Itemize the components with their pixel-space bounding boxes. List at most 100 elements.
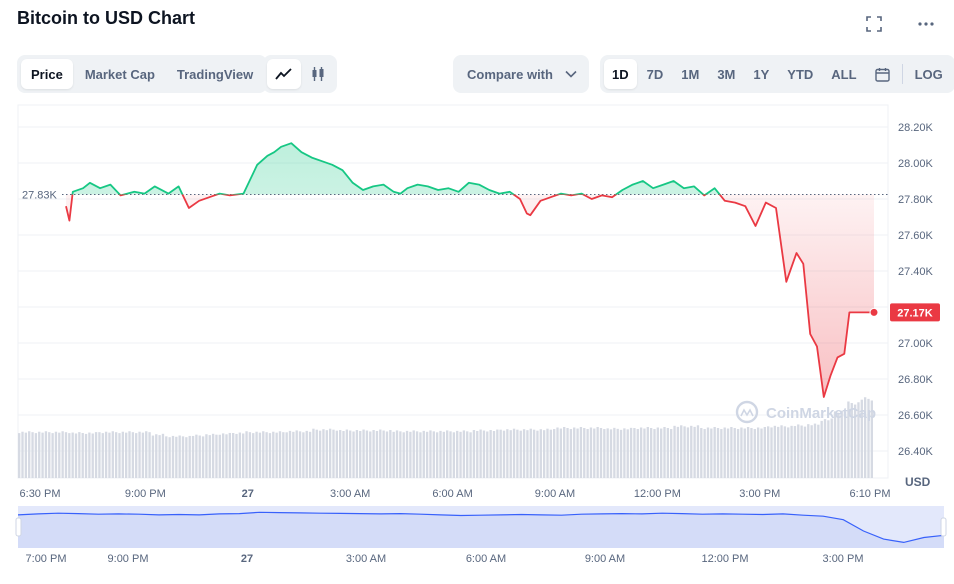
volume-bar: [369, 431, 372, 478]
volume-bar: [619, 429, 623, 478]
volume-bar: [101, 433, 104, 478]
volume-bar: [586, 429, 589, 478]
navigator-right-handle[interactable]: [940, 517, 947, 537]
candlestick-button[interactable]: [303, 59, 333, 89]
volume-bar: [770, 427, 773, 478]
range-1m-button[interactable]: 1M: [681, 66, 700, 82]
range-all-button[interactable]: ALL: [831, 66, 857, 82]
volume-bar: [700, 428, 703, 478]
compare-with-dropdown[interactable]: Compare with: [453, 55, 589, 93]
current-price-dot[interactable]: [869, 307, 879, 317]
view-price-button[interactable]: Price: [21, 59, 73, 89]
volume-bar: [736, 429, 740, 478]
volume-bar: [810, 425, 813, 478]
view-market-cap-button[interactable]: Market Cap: [84, 66, 155, 82]
volume-bar: [252, 433, 255, 478]
time-navigator[interactable]: 7:00 PM 9:00 PM 27 3:00 AM 6:00 AM 9:00 AM 12:…: [15, 506, 947, 565]
volume-bar: [292, 431, 295, 478]
volume-bar: [409, 431, 412, 478]
price-area-up: [66, 143, 874, 195]
volume-bar: [265, 432, 268, 478]
volume-bar: [349, 430, 352, 478]
range-ytd-button[interactable]: YTD: [787, 66, 814, 82]
volume-bar: [797, 424, 800, 478]
volume-bar: [626, 429, 629, 478]
volume-bar: [188, 435, 191, 478]
volume-bar: [151, 435, 155, 478]
more-horizontal-icon[interactable]: [916, 14, 936, 34]
range-1d-button[interactable]: 1D: [604, 59, 637, 89]
volume-bar: [649, 428, 653, 478]
price-line-up: [71, 142, 721, 195]
volume-bar: [145, 431, 148, 478]
navigator-left-handle[interactable]: [15, 517, 22, 537]
volume-bar: [777, 426, 780, 478]
volume-bar: [148, 432, 151, 478]
volume-bar: [51, 433, 54, 478]
price-area: [66, 143, 874, 397]
volume-bar: [629, 427, 633, 478]
volume-bar: [198, 435, 201, 478]
volume-bar: [482, 430, 486, 478]
volume-bar: [720, 429, 723, 478]
calendar-button[interactable]: [867, 59, 898, 89]
grid-lines: [17, 104, 889, 479]
volume-bar: [242, 433, 245, 478]
volume-bar: [295, 430, 298, 478]
volume-bar: [499, 429, 502, 478]
current-price-badge: [890, 303, 940, 322]
volume-bar: [703, 429, 706, 478]
volume-bar: [633, 428, 636, 478]
volume-bar: [833, 411, 837, 478]
volume-bar: [21, 431, 24, 478]
volume-bar: [178, 435, 181, 478]
volume-bar: [542, 430, 546, 478]
navigator-tick-label: 12:00 PM: [701, 553, 748, 565]
volume-bar: [790, 425, 793, 478]
view-tradingview-button[interactable]: TradingView: [176, 66, 254, 82]
volume-bar: [432, 431, 435, 478]
volume-bar: [211, 433, 215, 478]
navigator-tick-label: 9:00 PM: [108, 553, 149, 565]
volume-bar: [332, 429, 335, 478]
volume-bar: [111, 431, 114, 478]
volume-bar: [472, 430, 476, 478]
volume-bar: [81, 433, 84, 478]
log-scale-button[interactable]: LOG: [914, 66, 943, 82]
volume-bar: [536, 430, 539, 478]
volume-bar: [656, 427, 659, 478]
chevron-down-icon: [565, 70, 577, 78]
volume-bar: [114, 432, 118, 478]
range-7d-button[interactable]: 7D: [646, 66, 664, 82]
volume-bar: [753, 429, 756, 478]
volume-bar: [479, 429, 482, 478]
volume-bar: [41, 432, 44, 478]
volume-bar: [312, 428, 315, 478]
volume-bar: [125, 432, 128, 478]
volume-bar: [566, 428, 569, 478]
volume-bar: [670, 429, 673, 478]
volume-bar: [863, 397, 867, 478]
range-1y-button[interactable]: 1Y: [753, 66, 770, 82]
range-3m-button[interactable]: 3M: [717, 66, 736, 82]
fullscreen-icon[interactable]: [864, 14, 884, 34]
volume-bar: [726, 428, 730, 478]
volume-bar: [24, 432, 28, 478]
volume-bar: [94, 432, 98, 478]
volume-bar: [446, 430, 449, 478]
line-chart-button[interactable]: [267, 59, 301, 89]
volume-bar: [476, 431, 479, 478]
volume-bar: [573, 427, 576, 478]
volume-bar: [850, 403, 853, 478]
volume-bar: [372, 430, 375, 478]
volume-bar: [68, 433, 71, 478]
volume-bar: [576, 428, 579, 478]
volume-bar: [710, 428, 713, 478]
candlestick-icon: [312, 67, 324, 81]
navigator-tick-label: 3:00 PM: [823, 553, 864, 565]
volume-bar: [549, 429, 552, 478]
y-tick-label: 28.20K: [898, 122, 934, 134]
volume-bar: [660, 428, 663, 478]
volume-bar: [245, 431, 248, 478]
